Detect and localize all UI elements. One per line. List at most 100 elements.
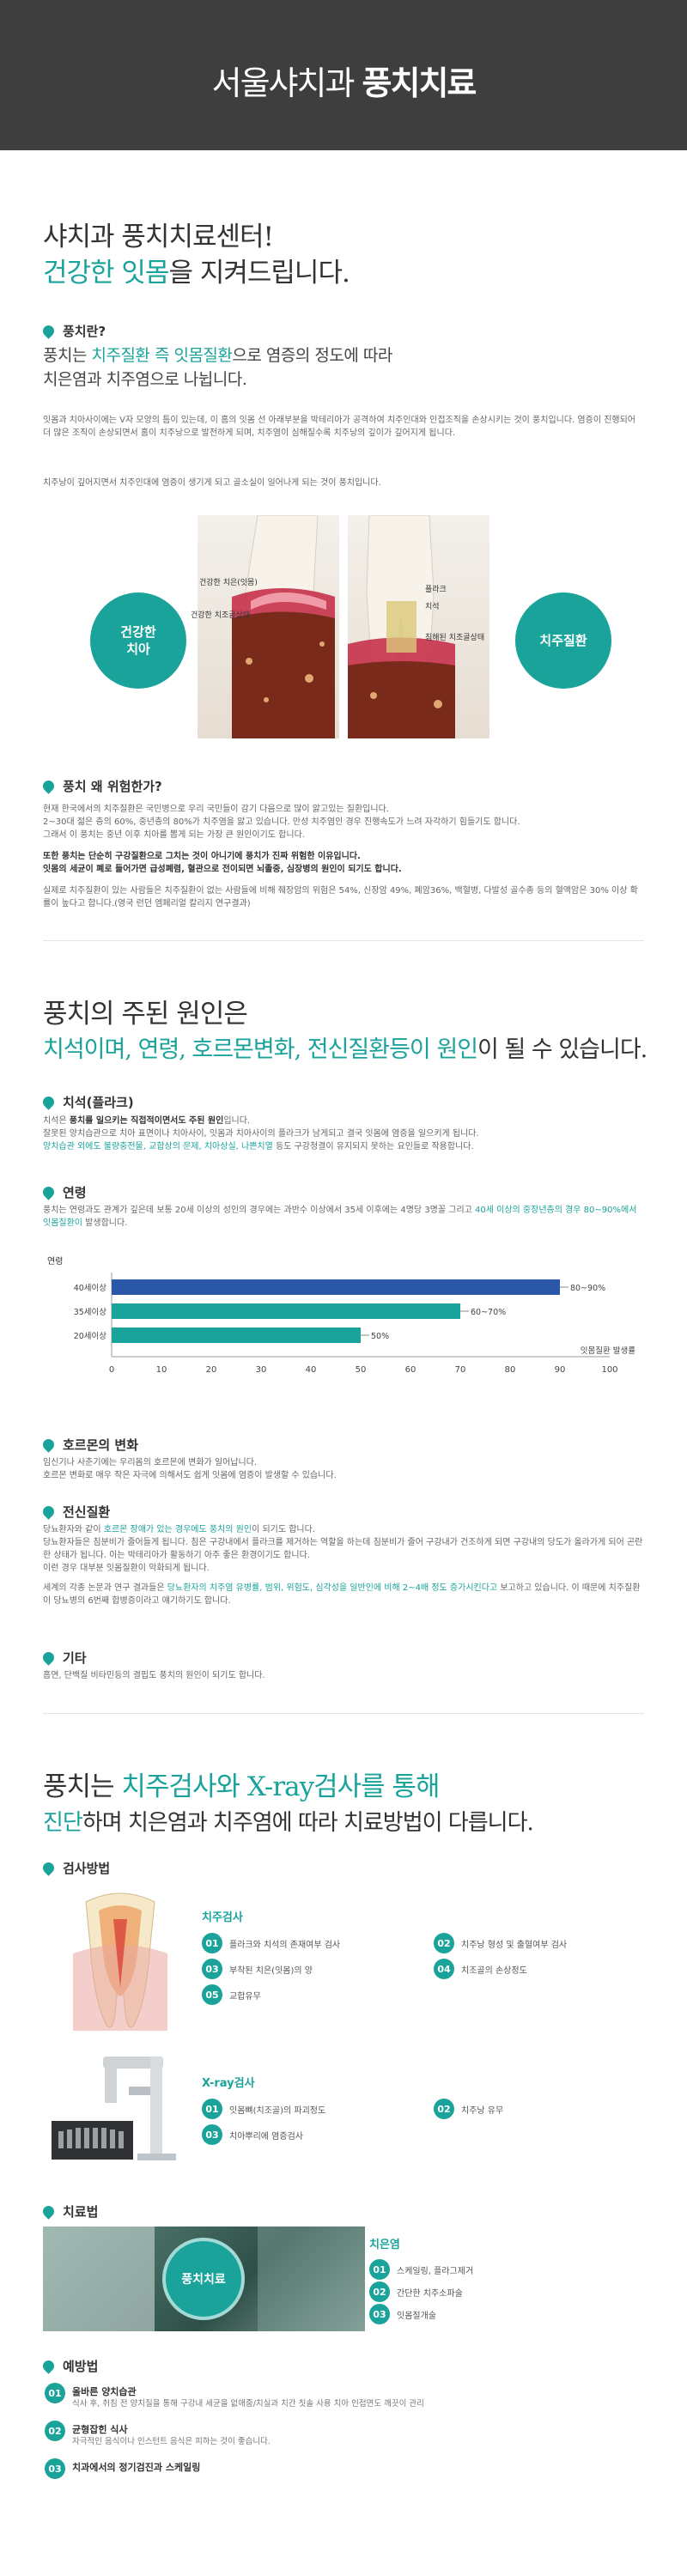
prevention-title-text: 예방법 bbox=[63, 2359, 99, 2374]
section1-heading-accent: 건강한 잇몸 bbox=[43, 258, 169, 289]
cause-other-title: 기타 bbox=[40, 1649, 87, 1667]
chart-x-tick-label: 10 bbox=[156, 1365, 167, 1375]
hero-title: 서울샤치과 풍치치료 bbox=[0, 57, 687, 104]
c4-pre: 당뇨환자와 같이 bbox=[43, 1525, 104, 1534]
periodontal-tooth-svg bbox=[348, 515, 455, 738]
prevention-item-title: 올바른 양치습관 bbox=[72, 2386, 137, 2397]
perio-exam-item: 01 플라크와 치석의 존재여부 검사 bbox=[202, 1932, 434, 1954]
number-badge: 01 bbox=[45, 2383, 65, 2403]
pin-icon bbox=[40, 1184, 57, 1200]
number-badge: 02 bbox=[45, 2421, 65, 2441]
cause-tartar-title-text: 치석(플라크) bbox=[63, 1095, 134, 1110]
chart-x-tick-label: 90 bbox=[555, 1365, 566, 1375]
what-is-title-text: 풍치란? bbox=[63, 324, 106, 339]
exam-method-title: 검사방법 bbox=[40, 1859, 111, 1877]
c1-post: 입니다. bbox=[223, 1116, 251, 1126]
c2-accent: 40세 이상의 중장년층의 경우 80~90%에서 잇몸질환이 bbox=[43, 1206, 637, 1228]
gingivitis-item: 02 간단한 치주소파술 bbox=[369, 2281, 627, 2303]
healthy-tooth-circle: 건강한 치아 bbox=[90, 592, 186, 689]
c4-p4-pre: 세계의 각종 논문과 연구 결과들은 bbox=[43, 1583, 167, 1593]
xray-exam-item: 01 잇몸뼈(치조골)의 파괴정도 bbox=[202, 2098, 434, 2120]
cause-hormone-title-text: 호르몬의 변화 bbox=[63, 1437, 139, 1453]
s3-head-pre: 풍치는 bbox=[43, 1771, 122, 1802]
prevention-item-body: 올바른 양치습관 식사 후, 취침 전 양치질을 통해 구강내 세균을 없애줌/치… bbox=[72, 2383, 424, 2410]
cause-hormone-text: 임신기나 사춘기에는 우리몸의 호르몬에 변화가 일어납니다. 호르몬 변화로 … bbox=[43, 1456, 644, 1482]
why-bold1: 또한 풍치는 단순히 구강질환으로 그치는 것이 아니기에 풍치가 진짜 위험한… bbox=[43, 852, 361, 861]
why-p4: 실제로 치주질환이 있는 사람들은 치주질환이 없는 사람들에 비해 췌장암의 … bbox=[43, 886, 638, 908]
prevention-item-title: 균형잡힌 식사 bbox=[72, 2424, 128, 2435]
tartar-label: 치석 bbox=[425, 603, 440, 611]
section2-heading: 풍치의 주된 원인은 치석이며, 연령, 호르몬변화, 전신질환등이 원인이 될… bbox=[43, 996, 661, 1068]
prevention-item: 01 올바른 양치습관 식사 후, 취침 전 양치질을 통해 구강내 세균을 없애줌… bbox=[45, 2383, 646, 2410]
number-badge: 05 bbox=[202, 1984, 222, 2005]
lead-post1: 으로 염증의 정도에 따라 bbox=[232, 346, 392, 365]
number-badge: 01 bbox=[202, 1933, 222, 1953]
pin-icon bbox=[40, 2203, 57, 2220]
gingivitis-item-label: 스케일링, 플라그제거 bbox=[397, 2266, 474, 2276]
chart-data-label: 50% bbox=[371, 1332, 389, 1341]
number-badge: 03 bbox=[202, 1959, 222, 1979]
why-dangerous-text: 현재 한국에서의 치주질환은 국민병으로 우리 국민들이 감기 다음으로 많이 … bbox=[43, 803, 644, 910]
cause-tartar-title: 치석(플라크) bbox=[40, 1093, 134, 1111]
pin-icon bbox=[40, 1860, 57, 1876]
chart-x-tick-label: 20 bbox=[206, 1365, 217, 1375]
cause-other-title-text: 기타 bbox=[63, 1650, 87, 1666]
chart-category-label: 20세이상 bbox=[74, 1332, 107, 1341]
c1-p2: 잘못된 양치습관으로 치아 표면이나 치아사이, 잇몸과 치아사이의 플라크가 … bbox=[43, 1129, 479, 1139]
section1-heading: 샤치과 풍치치료센터! 건강한 잇몸을 지켜드립니다. bbox=[43, 219, 644, 291]
gingivitis-item: 01 스케일링, 플라그제거 bbox=[369, 2258, 627, 2281]
lead-accent: 치주질환 즉 잇몸질환 bbox=[91, 346, 233, 365]
number-badge: 03 bbox=[45, 2458, 65, 2479]
section2-heading-rest: 이 될 수 있습니다. bbox=[477, 1036, 647, 1063]
chart-y-axis-label: 연령 bbox=[47, 1256, 63, 1267]
number-badge: 02 bbox=[434, 2099, 454, 2119]
prevention-item-body: 치과에서의 정기검진과 스케일링 bbox=[72, 2458, 200, 2474]
perio-exam-item: 05 교합유무 bbox=[202, 1984, 434, 2006]
section2-heading-accent: 치석이며, 연령, 호르몬변화, 전신질환등이 원인 bbox=[43, 1036, 478, 1063]
xray-exam-item-label: 치주낭 유무 bbox=[461, 2105, 504, 2116]
chart-category-label: 40세이상 bbox=[74, 1284, 107, 1293]
chart-bar bbox=[112, 1279, 560, 1295]
tooth-cross-section-image bbox=[60, 1885, 180, 2031]
cause-systemic-title: 전신질환 bbox=[40, 1503, 110, 1521]
what-is-title: 풍치란? bbox=[40, 322, 106, 340]
chart-x-tick-label: 100 bbox=[601, 1365, 617, 1375]
c4-post: 이 되기도 합니다. bbox=[252, 1525, 315, 1534]
perio-exam-item-label: 치조골의 손상정도 bbox=[461, 1965, 527, 1976]
photo-left-panel bbox=[43, 2227, 155, 2331]
perio-exam-item: 02 치주낭 형성 및 출혈여부 검사 bbox=[434, 1932, 648, 1954]
cause-systemic-text: 당뇨환자와 같이 호르몬 장애가 있는 경우에도 풍치의 원인이 되기도 합니다… bbox=[43, 1523, 644, 1607]
gingivitis-item-label: 잇몸절개술 bbox=[397, 2311, 436, 2321]
section-divider bbox=[43, 1713, 644, 1714]
section1-heading-line1: 샤치과 풍치치료센터! bbox=[43, 222, 274, 252]
prevention-item-title: 치과에서의 정기검진과 스케일링 bbox=[72, 2462, 201, 2473]
healthy-gum-label: 건강한 치은(잇몸) bbox=[199, 579, 258, 587]
exam-method-title-text: 검사방법 bbox=[63, 1861, 111, 1876]
cause-age-text: 풍치는 연령과도 관계가 깊은데 보통 20세 이상의 성인의 경우에는 과반수… bbox=[43, 1204, 644, 1230]
c1-bold: 풍치를 일으키는 직접적이면서도 주된 원인 bbox=[69, 1116, 224, 1126]
c4-p3: 이런 경우 대부분 잇몸질환이 악화되게 됩니다. bbox=[43, 1564, 210, 1573]
cause-tartar-text: 치석은 풍치를 일으키는 직접적이면서도 주된 원인입니다. 잘못된 양치습관으… bbox=[43, 1115, 644, 1153]
hero-title-bold: 풍치치료 bbox=[362, 64, 477, 102]
why-dangerous-title-text: 풍치 왜 위험한가? bbox=[63, 779, 162, 794]
why-p1: 현재 한국에서의 치주질환은 국민병으로 우리 국민들이 감기 다음으로 많이 … bbox=[43, 805, 389, 814]
chart-x-tick-label: 0 bbox=[109, 1365, 114, 1375]
c4-accent: 호르몬 장애가 있는 경우에도 풍치의 원인 bbox=[103, 1525, 252, 1534]
c4-p2: 당뇨환자들은 침분비가 줄어들게 됩니다. 침은 구강내에서 플라크를 제거하는… bbox=[43, 1538, 643, 1560]
damaged-bone-label: 침해된 치조골상태 bbox=[425, 634, 485, 642]
age-chart: 연령 40세이상 80~90% 35세이상 60~70% 20세이상 50% 0 10 20 30 4… bbox=[47, 1256, 635, 1375]
gingivitis-item-label: 간단한 치주소파술 bbox=[397, 2288, 463, 2299]
c4-p4-accent: 당뇨환자의 치주염 유병률, 범위, 위험도, 심각성을 일반인에 비해 2~4… bbox=[167, 1583, 498, 1593]
section1-heading-rest: 을 지켜드립니다. bbox=[168, 258, 350, 289]
tooth-section-svg bbox=[73, 1893, 167, 2031]
periodontal-tooth-illustration bbox=[348, 515, 489, 738]
perio-exam-item-label: 교합유무 bbox=[229, 1991, 261, 2002]
perio-exam-list: 01 플라크와 치석의 존재여부 검사 02 치주낭 형성 및 출혈여부 검사 03 부착… bbox=[202, 1932, 648, 2006]
c1-pre: 치석은 bbox=[43, 1116, 70, 1126]
s3-head-accent: 치주검사와 X-ray검사를 통해 bbox=[121, 1771, 440, 1802]
treatment-photo: 풍치치료 bbox=[43, 2227, 365, 2331]
prevention-item-desc: 자극적인 음식이나 인스턴트 음식은 피하는 것이 좋습니다. bbox=[72, 2437, 271, 2446]
perio-exam-title: 치주검사 bbox=[202, 1911, 243, 1924]
